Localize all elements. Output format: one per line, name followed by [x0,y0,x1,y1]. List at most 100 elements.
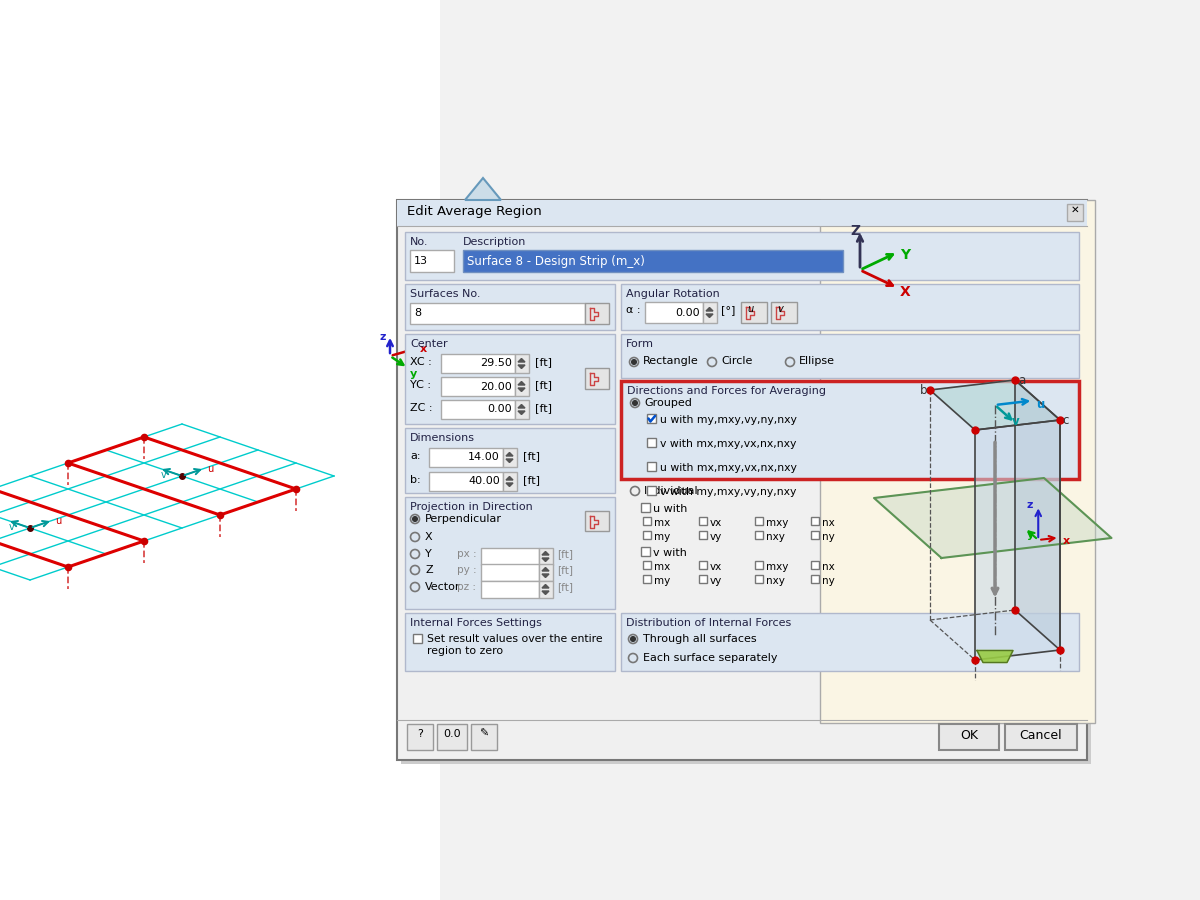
FancyBboxPatch shape [470,724,497,750]
FancyBboxPatch shape [742,302,767,323]
FancyBboxPatch shape [0,0,440,900]
Text: pz :: pz : [457,582,476,592]
FancyBboxPatch shape [406,497,616,609]
FancyBboxPatch shape [811,517,818,525]
FancyBboxPatch shape [622,381,1079,479]
FancyBboxPatch shape [1067,204,1084,221]
FancyBboxPatch shape [407,724,433,750]
Text: XC :: XC : [410,357,432,367]
FancyBboxPatch shape [515,377,529,396]
Text: nxy: nxy [766,532,785,542]
Text: Ellipse: Ellipse [799,356,835,366]
Polygon shape [518,411,526,415]
FancyBboxPatch shape [622,334,1079,378]
Text: ✎: ✎ [479,729,488,739]
Text: vy: vy [710,532,722,542]
FancyBboxPatch shape [430,448,503,467]
Polygon shape [518,358,526,362]
FancyBboxPatch shape [641,503,650,512]
FancyBboxPatch shape [586,303,610,324]
FancyBboxPatch shape [811,561,818,569]
Text: vx: vx [710,518,722,528]
Text: a: a [1018,374,1025,387]
Text: Grouped: Grouped [644,398,692,408]
Text: nxy: nxy [766,576,785,586]
Text: a:: a: [410,451,420,461]
FancyBboxPatch shape [401,204,1091,764]
Text: [°]: [°] [721,305,736,315]
Text: Y: Y [900,248,910,262]
FancyBboxPatch shape [406,284,616,330]
FancyBboxPatch shape [410,303,586,324]
Text: z: z [380,332,386,342]
Text: Surfaces No.: Surfaces No. [410,289,480,299]
Text: [ft]: [ft] [523,451,540,461]
Text: Through all surfaces: Through all surfaces [643,634,757,644]
FancyBboxPatch shape [820,200,1096,723]
FancyBboxPatch shape [515,400,529,419]
Text: u with my,mxy,vy,ny,nxy: u with my,mxy,vy,ny,nxy [660,415,797,425]
FancyBboxPatch shape [698,575,707,583]
Text: px :: px : [457,549,476,559]
Text: nx: nx [822,562,835,572]
Polygon shape [518,365,526,368]
FancyBboxPatch shape [406,232,1079,280]
Polygon shape [506,483,514,487]
Text: u with: u with [653,504,688,514]
Text: YC :: YC : [410,380,431,390]
Circle shape [631,360,636,364]
Text: Distribution of Internal Forces: Distribution of Internal Forces [626,618,791,628]
Text: Cancel: Cancel [1020,729,1062,742]
Text: OK: OK [960,729,978,742]
Polygon shape [466,178,502,200]
Text: b: b [920,384,928,397]
Text: Surface 8 - Design Strip (m_x): Surface 8 - Design Strip (m_x) [467,255,644,267]
Text: ny: ny [822,532,835,542]
Text: Form: Form [626,339,654,349]
FancyBboxPatch shape [539,581,553,598]
Text: Directions and Forces for Averaging: Directions and Forces for Averaging [628,386,826,396]
Circle shape [631,636,635,642]
Text: u with mx,mxy,vx,nx,nxy: u with mx,mxy,vx,nx,nxy [660,463,797,473]
Text: v: v [161,470,167,481]
Text: [ft]: [ft] [523,475,540,485]
Text: Dimensions: Dimensions [410,433,475,443]
FancyBboxPatch shape [503,472,517,491]
Polygon shape [518,382,526,385]
Text: [ft]: [ft] [535,357,552,367]
Text: Z: Z [425,565,433,575]
Text: 0.00: 0.00 [676,308,700,318]
Text: v: v [10,522,14,532]
FancyBboxPatch shape [772,302,797,323]
Text: X: X [900,285,911,299]
FancyBboxPatch shape [647,486,656,495]
Polygon shape [930,380,1060,430]
Text: Each surface separately: Each surface separately [643,653,778,663]
FancyBboxPatch shape [647,438,656,447]
Polygon shape [518,388,526,392]
Polygon shape [1015,380,1060,650]
FancyBboxPatch shape [437,724,467,750]
Text: v: v [778,304,782,314]
Text: u: u [206,464,214,474]
FancyBboxPatch shape [698,531,707,539]
Text: region to zero: region to zero [427,646,503,656]
FancyBboxPatch shape [586,368,610,389]
Circle shape [413,517,418,521]
Text: z: z [1026,500,1033,509]
Text: py :: py : [457,565,476,575]
FancyBboxPatch shape [442,400,515,419]
FancyBboxPatch shape [698,561,707,569]
Text: [ft]: [ft] [557,565,574,575]
Text: x: x [420,344,427,354]
FancyBboxPatch shape [481,581,539,598]
Text: c: c [1062,414,1068,427]
Text: Set result values over the entire: Set result values over the entire [427,634,602,644]
Text: [ft]: [ft] [557,582,574,592]
Polygon shape [518,404,526,408]
FancyBboxPatch shape [647,462,656,471]
FancyBboxPatch shape [406,428,616,493]
Text: mxy: mxy [766,518,788,528]
Text: Rectangle: Rectangle [643,356,698,366]
FancyBboxPatch shape [397,200,1087,760]
